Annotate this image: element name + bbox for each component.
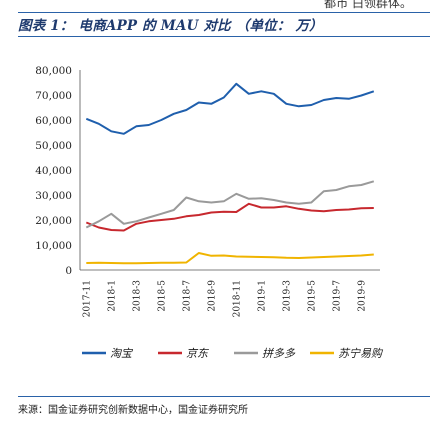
x-tick-label: 2019-5 bbox=[307, 280, 317, 312]
legend-label: 拼多多 bbox=[262, 347, 296, 360]
page-header-fragment: 都市 白领群体。 bbox=[324, 0, 412, 10]
y-tick-label: 30,000 bbox=[35, 190, 72, 202]
series-line bbox=[85, 180, 375, 229]
series-line bbox=[85, 82, 375, 135]
x-tick-label: 2018-1 bbox=[107, 280, 117, 312]
x-axis-ticks: 2017-11 2018-1 2018-3 2018-5 2018-7 2018-9 201… bbox=[82, 280, 367, 318]
legend: 淘宝 京东 拼多多 苏宁易购 bbox=[82, 347, 384, 360]
x-tick-label: 2017-11 bbox=[82, 280, 92, 317]
y-tick-label: 60,000 bbox=[35, 115, 72, 127]
y-tick-label: 10,000 bbox=[35, 240, 72, 252]
x-tick-label: 2018-9 bbox=[207, 280, 217, 312]
y-tick-label: 50,000 bbox=[35, 140, 72, 152]
x-tick-label: 2018-5 bbox=[157, 280, 167, 312]
series-line bbox=[85, 202, 374, 232]
x-tick-label: 2018-3 bbox=[132, 280, 142, 312]
y-tick-label: 20,000 bbox=[35, 215, 72, 227]
x-tick-label: 2019-7 bbox=[332, 280, 342, 312]
legend-label: 淘宝 bbox=[110, 347, 134, 360]
y-tick-label: 40,000 bbox=[35, 165, 72, 177]
x-tick-label: 2018-11 bbox=[232, 280, 242, 317]
y-tick-label: 70,000 bbox=[35, 90, 72, 102]
legend-label: 苏宁易购 bbox=[338, 347, 384, 360]
x-tick-label: 2019-1 bbox=[257, 280, 267, 312]
title-bottom-rule bbox=[18, 36, 430, 37]
y-tick-label: 0 bbox=[65, 265, 72, 277]
x-tick-label: 2019-9 bbox=[357, 280, 367, 312]
figure-title: 图表 1： 电商APP 的 MAU 对比 （单位： 万） bbox=[18, 18, 323, 34]
x-tick-label: 2018-7 bbox=[182, 280, 192, 312]
x-tick-label: 2019-3 bbox=[282, 280, 292, 312]
series-lines bbox=[85, 82, 375, 265]
series-line bbox=[86, 252, 374, 265]
title-top-rule bbox=[18, 12, 430, 13]
y-tick-label: 80,000 bbox=[35, 65, 72, 77]
source-top-rule bbox=[18, 396, 430, 397]
source-note: 来源：国金证券研究创新数据中心，国金证券研究所 bbox=[18, 405, 248, 416]
y-axis-ticks: 0 10,000 20,000 30,000 40,000 50,000 60,000 70,… bbox=[35, 65, 72, 277]
legend-label: 京东 bbox=[186, 347, 210, 360]
